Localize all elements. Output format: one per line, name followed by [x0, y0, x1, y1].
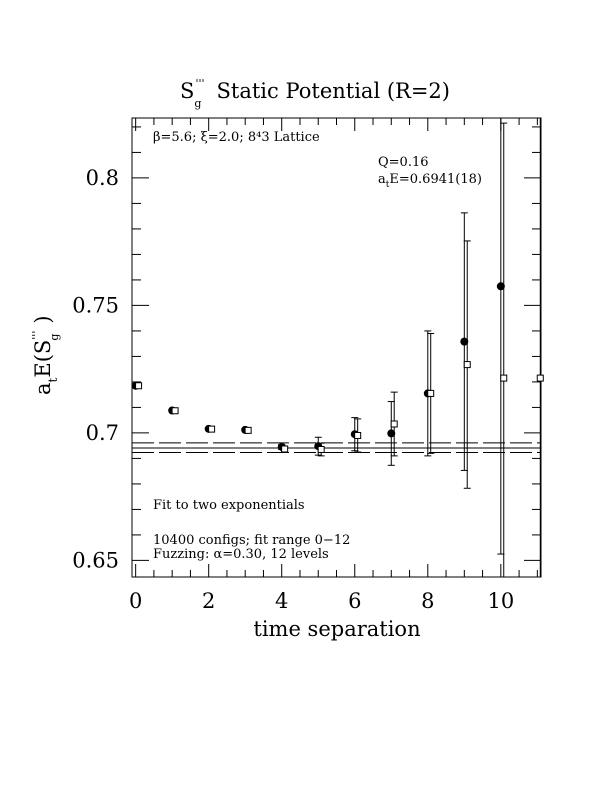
data-point-square — [390, 420, 398, 428]
y-tick-label: 0.8 — [86, 166, 119, 190]
y-axis-title: atE(S''' g) — [30, 315, 61, 395]
data-point-square — [500, 374, 508, 382]
chart-title: Sg''' Static Potential (R=2) — [180, 77, 450, 110]
configs-annotation: 10400 configs; fit range 0−12 — [153, 533, 350, 548]
x-tick-label: 6 — [348, 589, 361, 613]
x-tick-label: 8 — [421, 589, 434, 613]
fit-type-annotation: Fit to two exponentials — [153, 498, 305, 513]
data-point-square — [427, 389, 435, 397]
data-point-square — [135, 382, 143, 390]
lattice-annotation: β=5.6; ξ=2.0; 8⁴3 Lattice — [153, 130, 320, 145]
data-point-square — [463, 361, 471, 369]
data-point-square — [281, 445, 289, 453]
data-point-square — [354, 431, 362, 439]
data-point-square — [244, 426, 252, 434]
x-tick-label: 4 — [275, 589, 288, 613]
y-tick-label: 0.65 — [72, 548, 119, 572]
energy-annotation: atE=0.6941(18) — [378, 172, 482, 190]
data-point-square — [208, 425, 216, 433]
data-point-square — [171, 407, 179, 415]
data-point-square — [536, 374, 544, 382]
data-point-square — [317, 446, 325, 453]
data-point-circle — [496, 282, 505, 291]
y-tick-label: 0.75 — [72, 293, 119, 317]
x-tick-label: 2 — [202, 589, 215, 613]
x-axis-title: time separation — [253, 617, 420, 641]
x-tick-label: 10 — [487, 589, 514, 613]
fuzzing-annotation: Fuzzing: α=0.30, 12 levels — [153, 547, 329, 562]
data-point-circle — [460, 337, 469, 346]
x-tick-label: 0 — [129, 589, 142, 613]
q-annotation: Q=0.16 — [378, 155, 429, 170]
plot-area: 0 2 4 6 8 10 0.65 0.7 0.75 0.8 — [72, 117, 544, 613]
y-tick-label: 0.7 — [86, 421, 119, 445]
data-point-circle — [387, 429, 396, 438]
